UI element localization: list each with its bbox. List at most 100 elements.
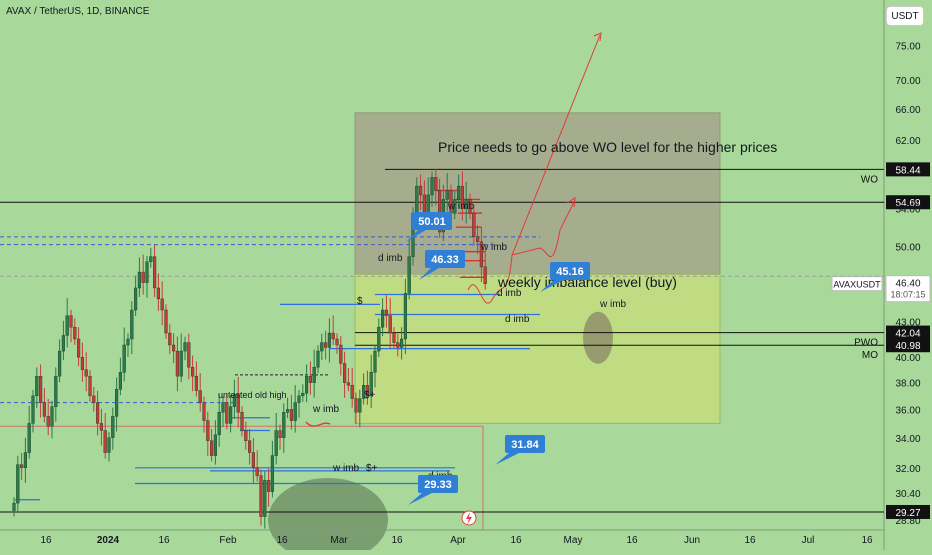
imbalance-label: w imb (447, 201, 475, 212)
dollar-marker: $ (357, 296, 363, 307)
candle-body (137, 271, 141, 289)
candle-body (80, 357, 84, 370)
candle-body (217, 411, 221, 436)
candle-body (39, 375, 43, 403)
price-callout-pointer (540, 280, 564, 292)
candle-body (301, 392, 305, 397)
y-tick-label: 70.00 (895, 76, 920, 87)
imbalance-label: w imb (332, 463, 360, 474)
candle-body (286, 409, 290, 413)
zone-upper-box (354, 112, 721, 275)
candle-body (438, 190, 442, 233)
dollar-marker: $+ (364, 390, 376, 401)
candle-body (419, 185, 423, 196)
candle-body (384, 309, 388, 316)
price-callout-box (425, 250, 465, 268)
y-tick-label: 36.00 (895, 405, 920, 416)
candle-body (16, 464, 20, 504)
candle-body (175, 350, 179, 377)
candle-body (23, 452, 27, 468)
x-tick-label: 16 (861, 535, 873, 546)
candle-body (244, 430, 248, 441)
candle-body (381, 309, 385, 328)
candle-body (472, 212, 476, 238)
candle-body (457, 185, 461, 200)
candle-body (107, 437, 111, 453)
candle-body (377, 326, 381, 352)
candle-body (415, 185, 419, 214)
squiggle-mark (305, 421, 331, 427)
imbalance-label: d imb (378, 253, 403, 264)
candle-body (479, 241, 483, 268)
candle-body (156, 287, 160, 300)
candle-body (69, 315, 73, 328)
candle-body (278, 430, 282, 438)
price-callout-pointer (495, 453, 519, 465)
price-callout[interactable]: 29.33 (408, 475, 458, 505)
price-callout[interactable]: 46.33 (419, 250, 465, 280)
candle-body (343, 363, 347, 383)
y-tick-label: 50.00 (895, 243, 920, 254)
y-tick-label: 38.00 (895, 379, 920, 390)
candle-body (251, 452, 255, 468)
x-tick-label: 16 (276, 535, 288, 546)
price-callout-text: 50.01 (418, 216, 446, 228)
imbalance-label: d imb (505, 314, 530, 325)
candle-body (111, 416, 115, 438)
candle-body (88, 375, 92, 397)
price-callout-box (505, 435, 545, 453)
candle-body (20, 464, 24, 468)
candle-body (320, 342, 324, 352)
candle-body (133, 287, 138, 311)
candle-body (130, 309, 134, 340)
candle-body (190, 367, 195, 377)
x-tick-label: 2024 (97, 535, 120, 546)
symbol-tag (831, 276, 883, 292)
x-tick-label: 16 (744, 535, 756, 546)
currency-button[interactable]: USDT (886, 6, 924, 26)
candle-body (209, 440, 214, 456)
candle-body (65, 315, 69, 336)
candle-body (228, 406, 233, 424)
key-level-label: WO (861, 174, 878, 185)
level-price-tag (886, 338, 930, 353)
candle-body (35, 375, 39, 397)
weekly-imbalance-note: weekly imbalance level (buy) (497, 274, 677, 290)
price-callout-text: 46.33 (431, 254, 459, 266)
candle-body (232, 394, 236, 407)
candle-body (445, 190, 449, 200)
x-tick-label: Jul (802, 535, 815, 546)
level-price-tag-text: 29.27 (895, 508, 920, 519)
candle-body (236, 394, 240, 413)
level-price-tag (886, 325, 930, 340)
candle-body (255, 467, 259, 476)
x-tick-label: Jun (684, 535, 700, 546)
candle-body (339, 344, 343, 364)
candle-body (354, 398, 358, 413)
candle-body (396, 342, 400, 348)
candle-body (126, 338, 130, 346)
level-price-tag-text: 42.04 (895, 329, 920, 340)
candle-body (312, 367, 316, 383)
candle-body (225, 402, 229, 424)
candle-body (42, 402, 46, 417)
price-callout[interactable]: 31.84 (495, 435, 545, 465)
price-callout-text: 45.16 (556, 266, 584, 278)
projection-arrowhead (593, 32, 602, 42)
candle-body (92, 395, 96, 403)
projection-arrowhead (566, 197, 576, 208)
candle-body (171, 344, 176, 352)
imbalance-label: w imb (480, 242, 508, 253)
candle-body (31, 395, 35, 424)
candle-body (145, 261, 149, 283)
candle-body (430, 177, 434, 196)
price-callout[interactable]: 50.01 (406, 212, 452, 242)
candle-body (400, 338, 404, 348)
candle-body (267, 480, 271, 492)
candle-body (12, 502, 16, 511)
key-level-label: PWO (854, 338, 878, 349)
price-callout[interactable]: 45.16 (540, 262, 590, 292)
candle-body (168, 332, 172, 346)
